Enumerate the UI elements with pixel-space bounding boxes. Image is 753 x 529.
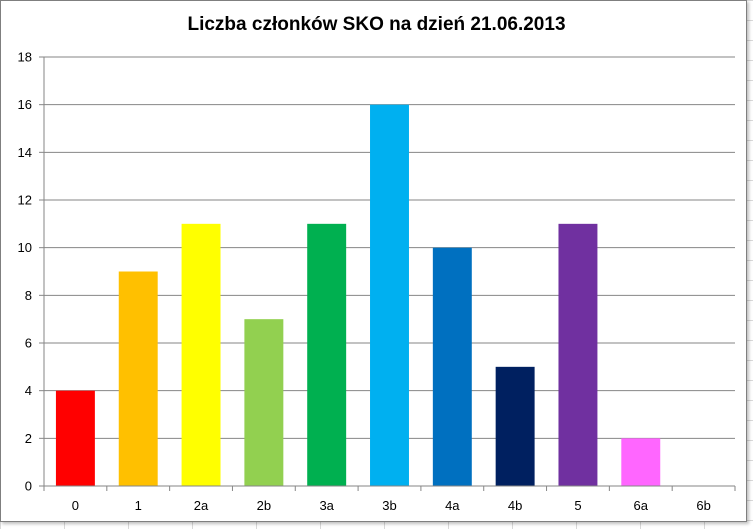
bars [55, 104, 661, 487]
y-tick-label: 8 [25, 288, 32, 303]
bar-3b [370, 104, 409, 487]
x-tick-label: 4b [508, 498, 522, 513]
bar-5 [558, 223, 598, 487]
x-tick-label: 4a [445, 498, 460, 513]
y-tick-label: 18 [18, 50, 32, 65]
bar-2b [244, 319, 284, 486]
bar-4b [495, 366, 535, 486]
x-tick-label: 5 [574, 498, 581, 513]
x-tick-label: 1 [135, 498, 142, 513]
x-tick-label: 6a [634, 498, 649, 513]
y-tick-label: 16 [18, 97, 32, 112]
y-tick-label: 2 [25, 431, 32, 446]
bar-2a [181, 223, 221, 487]
y-tick-label: 14 [18, 145, 32, 160]
x-tick-label: 3b [382, 498, 396, 513]
chart-title: Liczba członków SKO na dzień 21.06.2013 [187, 14, 566, 35]
y-tick-label: 0 [25, 479, 32, 494]
axes: 0 2 4 6 8 10 12 14 16 18 0 1 2a 2b 3a 3b 4a 4b 5 6a 6b [18, 50, 736, 513]
x-tick-label: 0 [72, 498, 79, 513]
bar-1 [118, 271, 158, 486]
y-tick-label: 10 [18, 240, 32, 255]
bar-6a [621, 438, 661, 486]
y-tick-label: 12 [18, 193, 32, 208]
bar-4a [432, 247, 472, 486]
x-tick-label: 3a [319, 498, 334, 513]
bar-0 [55, 390, 95, 486]
bar-3a [307, 223, 347, 487]
x-tick-label: 2a [194, 498, 209, 513]
y-tick-label: 4 [25, 383, 32, 398]
y-tick-label: 6 [25, 336, 32, 351]
x-tick-label: 2b [257, 498, 271, 513]
x-tick-label: 6b [696, 498, 710, 513]
